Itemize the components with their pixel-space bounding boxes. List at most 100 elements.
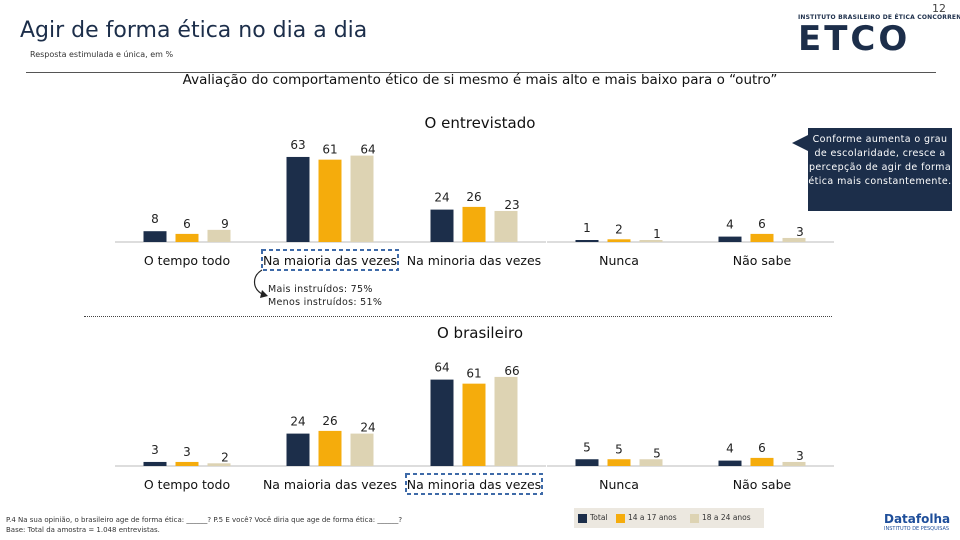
data-label: 2	[221, 450, 229, 464]
legend-swatch-teen	[616, 513, 625, 523]
data-label: 61	[466, 367, 481, 381]
bar-não-sabe-s2	[782, 237, 806, 242]
chart-title-1: O brasileiro	[437, 324, 523, 342]
data-label: 24	[360, 421, 375, 435]
bar-o-tempo-todo-s0	[143, 461, 167, 466]
category-label: Nunca	[599, 477, 639, 492]
education-callout: Conforme aumenta o grau de escolaridade,…	[808, 128, 952, 211]
bar-não-sabe-s1	[750, 457, 774, 466]
data-label: 8	[151, 212, 159, 226]
data-label: 3	[183, 445, 191, 459]
bar-não-sabe-s0	[718, 236, 742, 242]
bar-não-sabe-s0	[718, 460, 742, 466]
category-label: O tempo todo	[144, 477, 230, 492]
bar-na-maioria-das-vezes-s1	[318, 430, 342, 466]
data-label: 6	[758, 441, 766, 455]
data-label: 3	[151, 443, 159, 457]
logo-institute-text: INSTITUTO BRASILEIRO DE ÉTICA CONCORRENC…	[798, 14, 960, 21]
bar-o-tempo-todo-s2	[207, 229, 231, 242]
data-label: 26	[466, 190, 481, 204]
bar-na-maioria-das-vezes-s1	[318, 159, 342, 242]
data-label: 3	[796, 449, 804, 463]
category-label: Não sabe	[733, 253, 792, 268]
data-label: 4	[726, 218, 734, 232]
data-label: 2	[615, 222, 623, 236]
legend-item-total: Total	[578, 513, 608, 523]
note-less-educated: Menos instruídos: 51%	[268, 297, 383, 308]
bar-não-sabe-s2	[782, 461, 806, 466]
category-label: Não sabe	[733, 477, 792, 492]
bar-na-minoria-das-vezes-s1	[462, 383, 486, 466]
highlight-box	[405, 473, 543, 495]
bar-nunca-s1	[607, 459, 631, 466]
data-label: 64	[434, 361, 449, 375]
bar-nunca-s2	[639, 240, 663, 242]
data-label: 61	[322, 143, 337, 157]
data-label: 3	[796, 225, 804, 239]
footnote-question: P.4 Na sua opinião, o brasileiro age de …	[6, 516, 403, 524]
legend-item-young: 18 a 24 anos	[690, 513, 751, 523]
data-label: 1	[583, 221, 591, 235]
footnote: P.4 Na sua opinião, o brasileiro age de …	[6, 515, 402, 535]
bar-o-tempo-todo-s1	[175, 233, 199, 242]
datafolha-logo: Datafolha	[884, 512, 951, 526]
legend-item-teen: 14 a 17 anos	[616, 513, 677, 523]
page-subtitle: Resposta estimulada e única, em %	[30, 50, 174, 59]
note-arrow-icon	[253, 269, 268, 298]
page-title: Agir de forma ética no dia a dia	[20, 18, 368, 43]
bar-o-tempo-todo-s1	[175, 461, 199, 466]
data-label: 1	[653, 227, 661, 241]
etco-logo: INSTITUTO BRASILEIRO DE ÉTICA CONCORRENC…	[798, 14, 960, 59]
category-label: Na minoria das vezes	[407, 477, 541, 492]
data-label: 24	[434, 191, 449, 205]
datafolha-subtitle: INSTITUTO DE PESQUISAS	[884, 526, 950, 532]
header-rule	[26, 72, 936, 73]
education-note: Mais instruídos: 75% Menos instruídos: 5…	[268, 283, 382, 309]
data-label: 64	[360, 143, 375, 157]
data-label: 26	[322, 414, 337, 428]
data-label: 23	[504, 198, 519, 212]
bar-na-maioria-das-vezes-s2	[350, 433, 374, 466]
highlight-box	[261, 249, 399, 271]
logo-brand-text: ETCO	[798, 19, 911, 59]
data-label: 5	[583, 440, 591, 454]
bar-nunca-s2	[639, 459, 663, 466]
data-label: 6	[183, 217, 191, 231]
chart-title-0: O entrevistado	[425, 114, 536, 132]
data-label: 5	[653, 446, 661, 460]
bar-nunca-s0	[575, 240, 599, 242]
legend-swatch-total	[578, 513, 587, 523]
bar-na-minoria-das-vezes-s0	[430, 209, 454, 242]
callout-pointer	[792, 134, 810, 152]
data-label: 5	[615, 442, 623, 456]
legend-swatch-young	[690, 513, 699, 523]
bar-na-maioria-das-vezes-s0	[286, 433, 310, 466]
bar-na-minoria-das-vezes-s1	[462, 206, 486, 242]
category-label: Na minoria das vezes	[407, 253, 541, 268]
chart-legend: Total 14 a 17 anos 18 a 24 anos	[574, 508, 764, 528]
section-divider	[84, 316, 832, 317]
note-more-educated: Mais instruídos: 75%	[268, 284, 373, 295]
data-label: 6	[758, 217, 766, 231]
category-label: O tempo todo	[144, 253, 230, 268]
bar-nunca-s1	[607, 239, 631, 242]
bar-o-tempo-todo-s2	[207, 463, 231, 466]
bar-na-maioria-das-vezes-s2	[350, 155, 374, 242]
bar-o-tempo-todo-s0	[143, 231, 167, 242]
data-label: 4	[726, 442, 734, 456]
category-label: Na maioria das vezes	[263, 477, 397, 492]
data-label: 24	[290, 415, 305, 429]
data-label: 63	[290, 138, 305, 152]
category-label: Nunca	[599, 253, 639, 268]
page-number: 12	[932, 2, 946, 15]
headline: Avaliação do comportamento ético de si m…	[182, 72, 778, 88]
bar-não-sabe-s1	[750, 233, 774, 242]
bar-nunca-s0	[575, 459, 599, 466]
bar-na-minoria-das-vezes-s2	[494, 376, 518, 466]
bar-na-minoria-das-vezes-s2	[494, 210, 518, 242]
data-label: 9	[221, 217, 229, 231]
bar-na-minoria-das-vezes-s0	[430, 379, 454, 466]
data-label: 66	[504, 364, 519, 378]
category-label: Na maioria das vezes	[263, 253, 397, 268]
